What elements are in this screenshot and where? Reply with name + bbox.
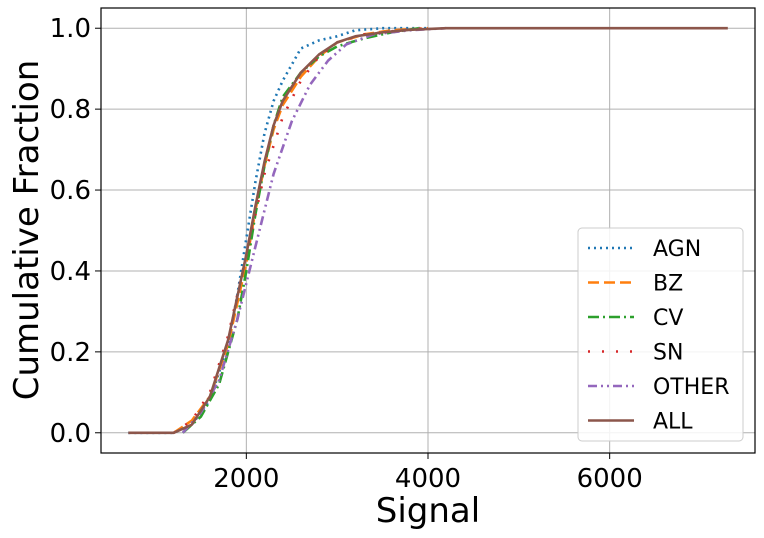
- legend-label-agn: AGN: [653, 237, 701, 262]
- series-lines: [128, 26, 728, 435]
- y-tick-label: 0.8: [50, 95, 91, 125]
- x-tick-label: 2000: [213, 464, 279, 494]
- x-axis-title: Signal: [376, 491, 480, 531]
- y-tick-label: 0.6: [50, 176, 91, 206]
- legend-label-bz: BZ: [653, 272, 683, 297]
- y-tick-label: 0.2: [50, 338, 91, 368]
- series-line-bz: [172, 26, 429, 434]
- x-tick-label: 4000: [395, 464, 461, 494]
- y-tick-label: 0.4: [50, 257, 91, 287]
- series-line-sn: [172, 26, 429, 434]
- y-tick-label: 1.0: [50, 14, 91, 44]
- legend-box: [577, 227, 744, 442]
- legend-label-cv: CV: [653, 306, 683, 331]
- legend: AGN BZ CV SN OTHER ALL: [577, 227, 744, 442]
- y-tick-label: 0.0: [50, 419, 91, 449]
- series-line-agn: [128, 26, 428, 435]
- x-tick-label: 6000: [577, 464, 643, 494]
- legend-label-sn: SN: [653, 341, 683, 366]
- series-line-all: [128, 26, 728, 435]
- ticks: 2000 4000 6000 0.0 0.2 0.4 0.6 0.8 1.0: [50, 14, 643, 494]
- legend-label-other: OTHER: [653, 375, 729, 400]
- y-axis-title: Cumulative Fraction: [7, 60, 47, 401]
- legend-label-all: ALL: [653, 410, 693, 435]
